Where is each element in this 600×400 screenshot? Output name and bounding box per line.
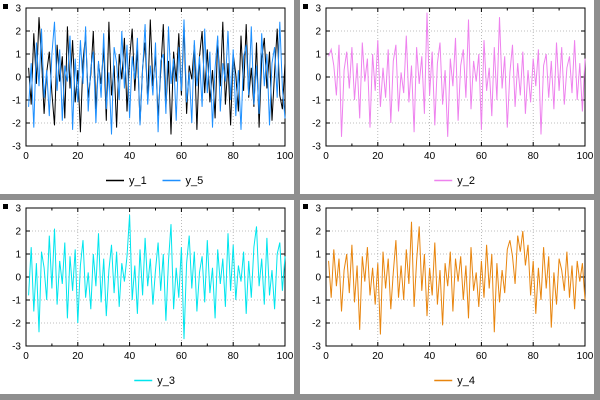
y-tick-label: -3 (312, 142, 321, 153)
y-tick-label: 2 (315, 227, 321, 238)
legend-label-y_1: y_1 (129, 175, 147, 187)
x-tick-label: 60 (176, 151, 188, 162)
x-tick-label: 0 (23, 351, 29, 362)
panel-corner-marker (303, 204, 308, 209)
x-tick-label: 80 (228, 351, 240, 362)
y-tick-label: -2 (312, 319, 321, 330)
series-line-y_4 (328, 221, 586, 335)
chart-panel-bottom-right: 0 20 40 60 80 100 -3 -2 -1 0 1 2 3 y_4 (300, 200, 600, 400)
x-tick-label: 20 (372, 151, 384, 162)
x-tick-label: 40 (424, 351, 436, 362)
x-tick-label: 80 (528, 351, 540, 362)
y-tick-label: -3 (312, 342, 321, 353)
legend-label-y_2: y_2 (457, 175, 475, 187)
y-tick-label: -2 (12, 119, 21, 130)
x-tick-label: 100 (577, 151, 594, 162)
y-tick-label: 0 (15, 273, 21, 284)
y-tick-label: -1 (312, 96, 321, 107)
y-tick-label: 3 (15, 204, 21, 215)
x-tick-label: 100 (577, 351, 594, 362)
y-tick-label: 0 (15, 73, 21, 84)
y-tick-label: 2 (315, 27, 321, 38)
x-tick-label: 60 (476, 151, 488, 162)
legend-label-y_5: y_5 (186, 175, 204, 187)
x-tick-label: 80 (528, 151, 540, 162)
x-tick-label: 100 (277, 151, 294, 162)
legend-label-y_4: y_4 (457, 375, 475, 387)
line-chart-top-left: 0 20 40 60 80 100 -3 -2 -1 0 1 2 3 y_1 y_5 (3, 4, 294, 187)
line-chart-bottom-right: 0 20 40 60 80 100 -3 -2 -1 0 1 2 3 y_4 (303, 204, 594, 387)
y-tick-label: 3 (315, 4, 321, 15)
y-tick-label: 3 (15, 4, 21, 15)
x-tick-label: 0 (323, 151, 329, 162)
x-tick-label: 80 (228, 151, 240, 162)
x-tick-label: 0 (323, 351, 329, 362)
y-tick-label: -3 (12, 142, 21, 153)
y-tick-label: -2 (12, 319, 21, 330)
y-tick-label: -1 (12, 296, 21, 307)
series-line-y_5 (28, 19, 286, 135)
chart-panel-bottom-left: 0 20 40 60 80 100 -3 -2 -1 0 1 2 3 y_3 (0, 200, 300, 400)
panel-corner-marker (303, 4, 308, 9)
y-tick-label: -1 (12, 96, 21, 107)
x-tick-label: 20 (372, 351, 384, 362)
series-line-y_2 (328, 12, 586, 137)
x-tick-label: 0 (23, 151, 29, 162)
line-chart-bottom-left: 0 20 40 60 80 100 -3 -2 -1 0 1 2 3 y_3 (3, 204, 294, 387)
y-tick-label: 1 (15, 50, 21, 61)
x-tick-label: 40 (124, 351, 136, 362)
x-tick-label: 40 (124, 151, 136, 162)
panel-corner-marker (3, 4, 8, 9)
y-tick-label: 1 (15, 250, 21, 261)
x-tick-label: 100 (277, 351, 294, 362)
x-tick-label: 60 (176, 351, 188, 362)
series-line-y_3 (28, 214, 286, 340)
y-tick-label: 1 (315, 250, 321, 261)
y-tick-label: 2 (15, 27, 21, 38)
y-tick-label: 2 (15, 227, 21, 238)
chart-panel-top-left: 0 20 40 60 80 100 -3 -2 -1 0 1 2 3 y_1 y_5 (0, 0, 300, 200)
legend-label-y_3: y_3 (157, 375, 175, 387)
chart-panel-top-right: 0 20 40 60 80 100 -3 -2 -1 0 1 2 3 y_2 (300, 0, 600, 200)
y-tick-label: 3 (315, 204, 321, 215)
line-chart-top-right: 0 20 40 60 80 100 -3 -2 -1 0 1 2 3 y_2 (303, 4, 594, 187)
panel-corner-marker (3, 204, 8, 209)
y-tick-label: 1 (315, 50, 321, 61)
y-tick-label: 0 (315, 73, 321, 84)
y-tick-label: -3 (12, 342, 21, 353)
y-tick-label: -1 (312, 296, 321, 307)
y-tick-label: 0 (315, 273, 321, 284)
y-tick-label: -2 (312, 119, 321, 130)
x-tick-label: 60 (476, 351, 488, 362)
x-tick-label: 40 (424, 151, 436, 162)
x-tick-label: 20 (72, 151, 84, 162)
x-tick-label: 20 (72, 351, 84, 362)
